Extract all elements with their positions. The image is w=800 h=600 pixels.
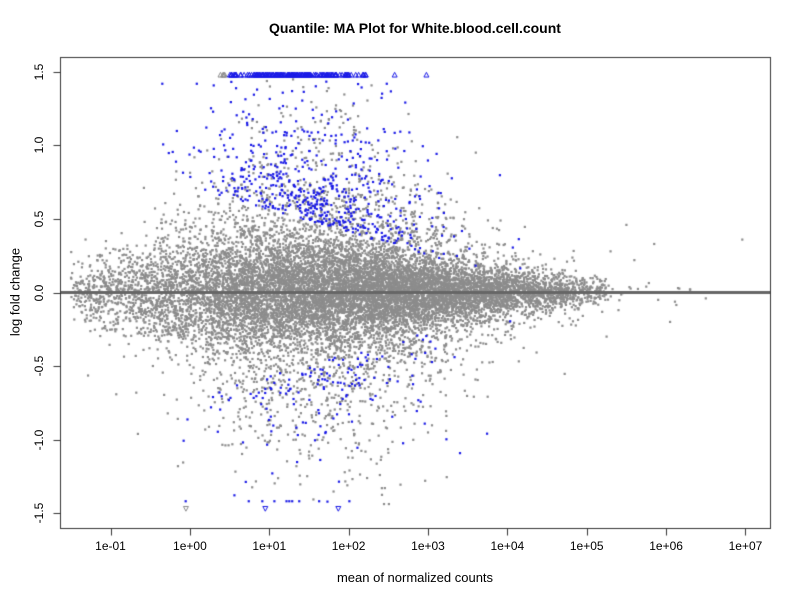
x-tick-label: 1e+05	[569, 539, 604, 553]
x-tick-label: 1e+06	[649, 539, 683, 553]
y-tick-label: 0.0	[32, 284, 46, 301]
x-tick-label: 1e+01	[252, 539, 287, 553]
x-tick-label: 1e-01	[95, 539, 126, 553]
y-tick-label: 1.5	[32, 63, 46, 81]
y-tick-label: -1.5	[32, 502, 46, 524]
x-tick-label: 1e+03	[411, 539, 445, 553]
x-tick-label: 1e+00	[173, 539, 207, 553]
x-axis-title: mean of normalized counts	[336, 570, 494, 585]
y-tick-label: -0.5	[32, 355, 46, 377]
y-tick-label: -1.0	[32, 429, 46, 450]
y-axis-title: log fold change	[7, 247, 23, 337]
x-tick-label: 1e+02	[331, 539, 366, 553]
x-tick-label: 1e+07	[728, 539, 763, 553]
plot-title: Quantile: MA Plot for White.blood.cell.c…	[269, 20, 561, 36]
x-tick-label: 1e+04	[490, 539, 525, 553]
y-tick-label: 0.5	[32, 210, 46, 228]
y-tick-label: 1.0	[32, 137, 46, 154]
